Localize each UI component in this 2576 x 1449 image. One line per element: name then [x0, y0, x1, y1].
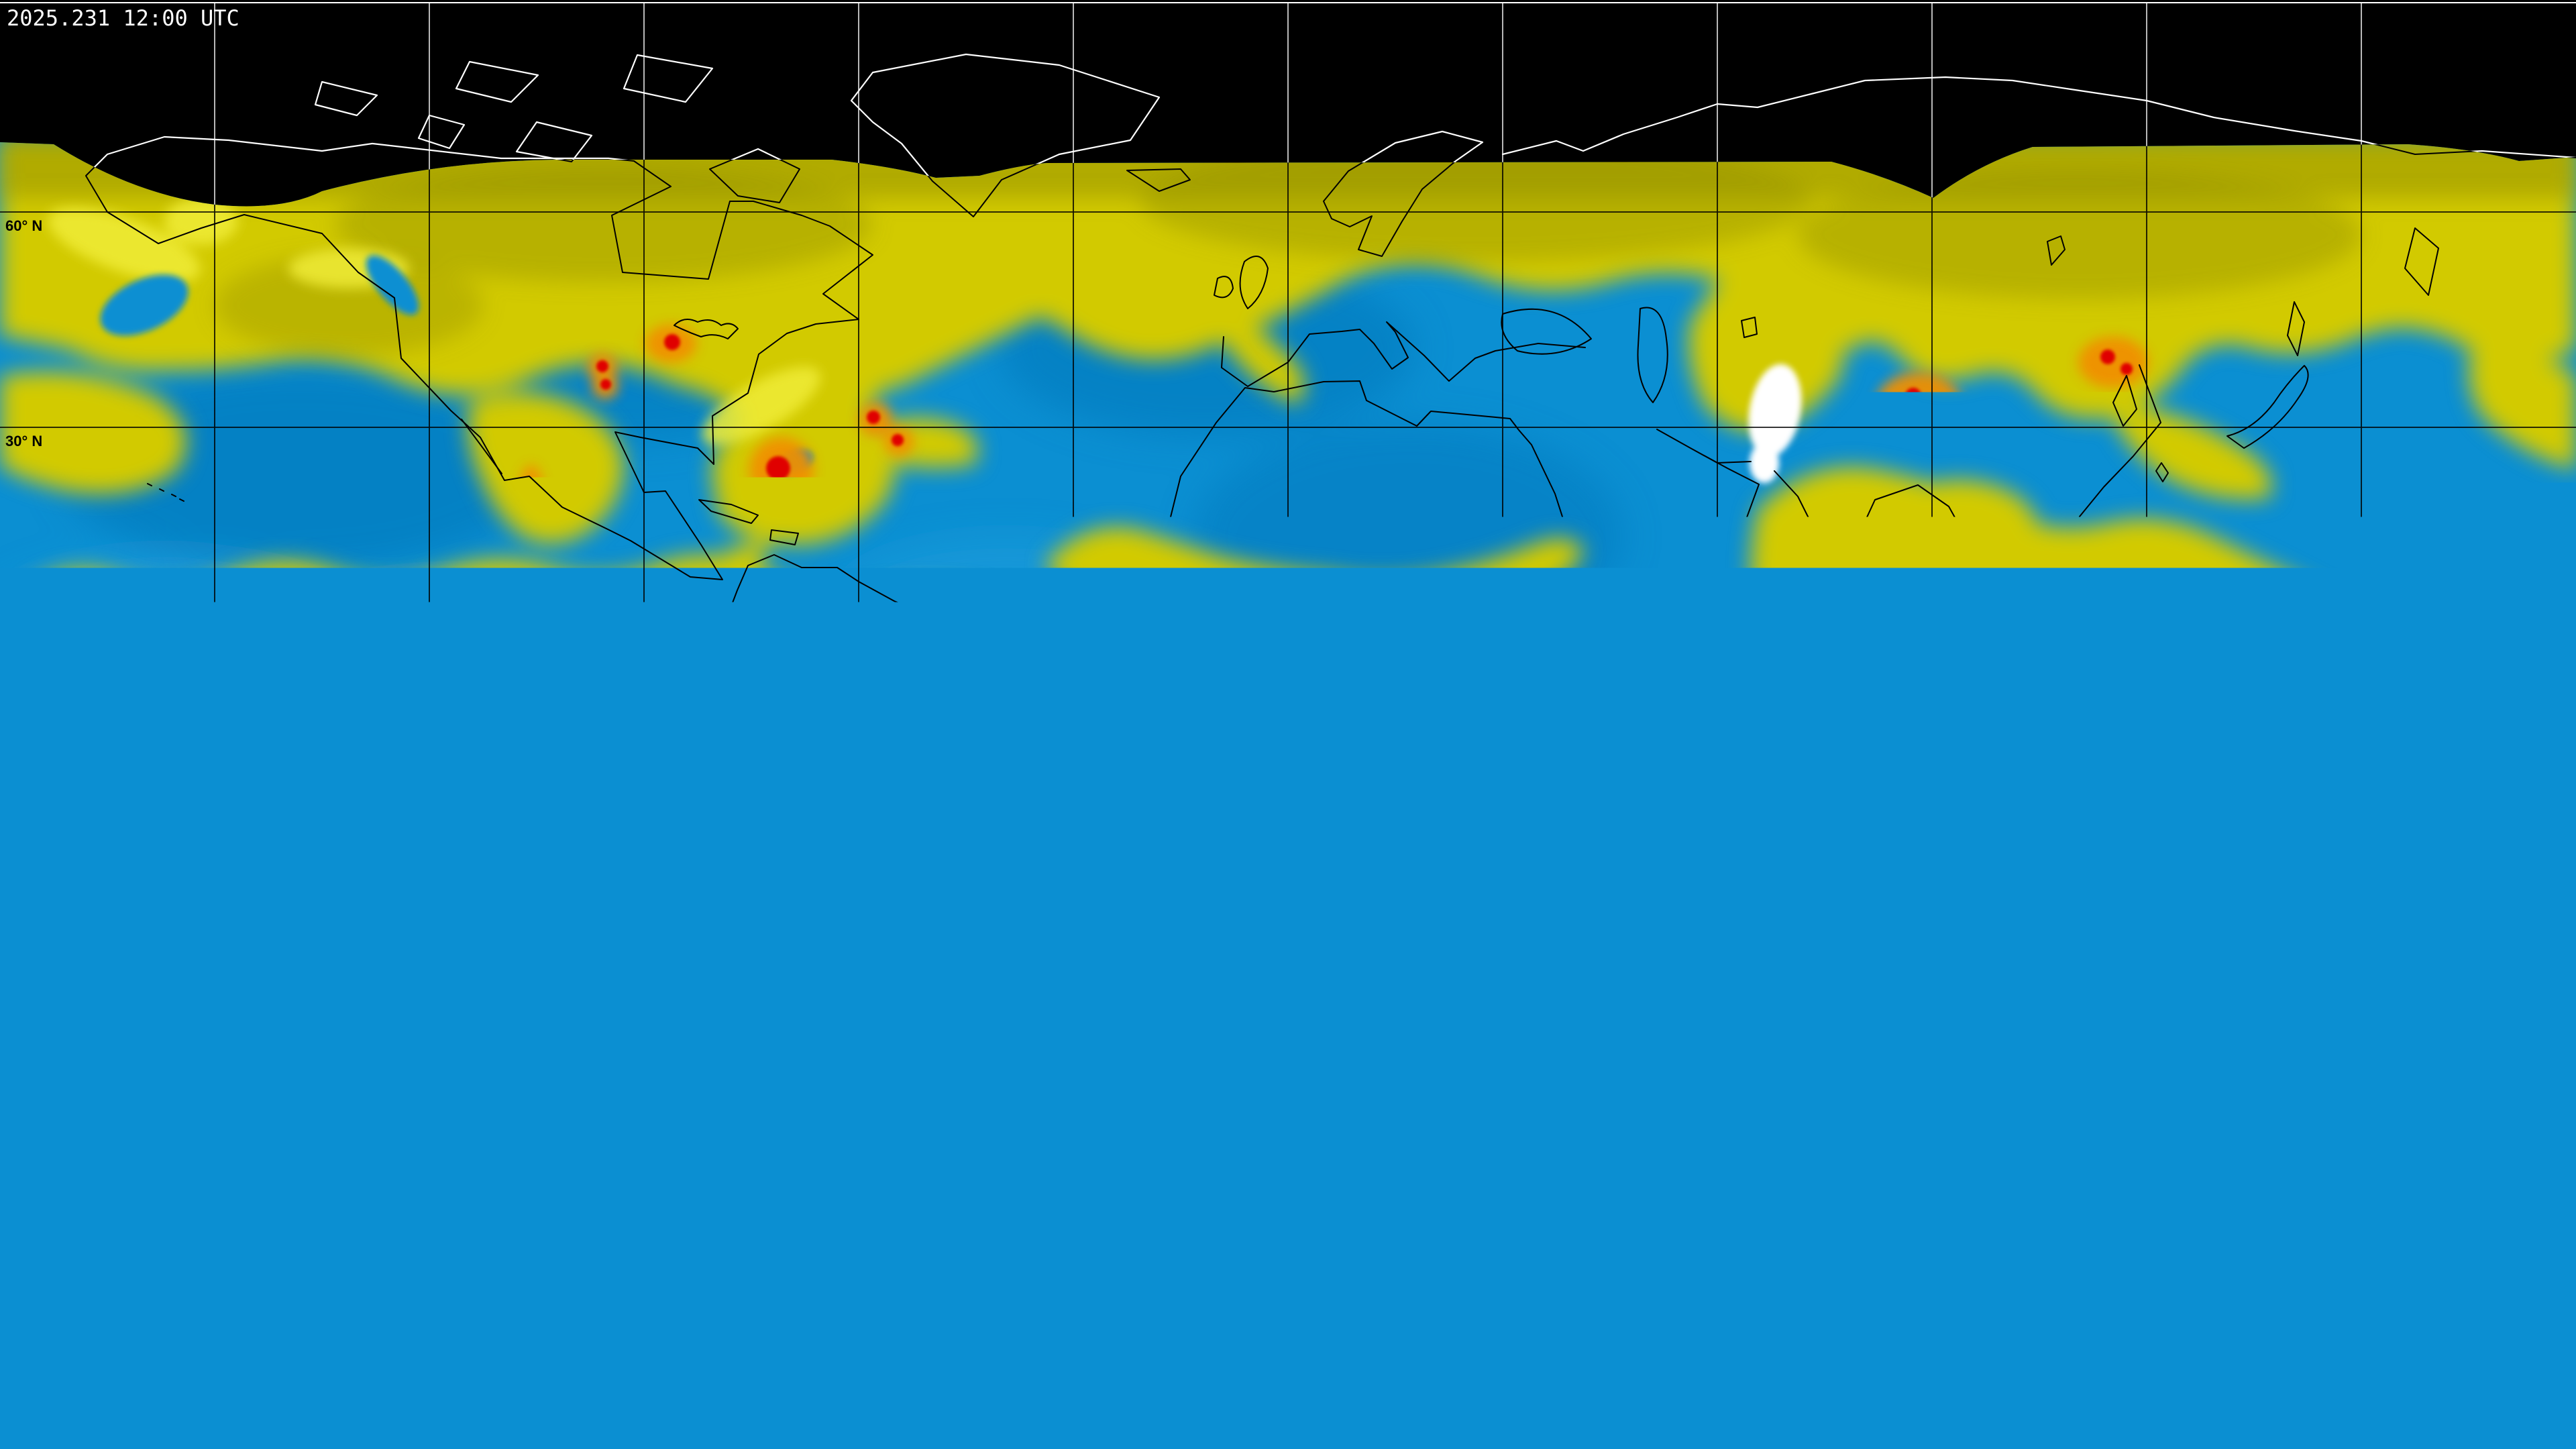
lat-label-30s: 30° S: [5, 863, 42, 880]
wv-satellite-composite: 60° N 30° N 0° N 30° S 60° S 2025.231 12…: [0, 0, 2576, 1449]
tick-label: 230: [1136, 1345, 1177, 1372]
tick-label: 270: [1487, 1345, 1528, 1372]
tick-label: 220: [1049, 1345, 1089, 1372]
tick-label: 240: [1224, 1345, 1265, 1372]
tick-label: 180: [697, 1345, 738, 1372]
tick-label: 290: [1663, 1345, 1704, 1372]
cloud-field: [0, 0, 2576, 1288]
lat-label-60n: 60° N: [5, 217, 42, 234]
lat-label-30n: 30° N: [5, 433, 42, 449]
lat-label-0n: 0° N: [5, 648, 34, 665]
colorbar-caption: Brightness Temperature in 6.75um, Kelvin: [998, 1382, 1580, 1409]
tick-label: 280: [1575, 1345, 1616, 1372]
colorbar-gradient: [718, 1303, 1860, 1330]
tick-label: 260: [1399, 1345, 1440, 1372]
tick-label: 190: [785, 1345, 826, 1372]
tick-label: 200: [873, 1345, 914, 1372]
tick-label: 210: [961, 1345, 1002, 1372]
tick-label: 310: [1839, 1345, 1880, 1372]
timestamp: 2025.231 12:00 UTC: [7, 5, 239, 31]
lat-label-60s: 60° S: [5, 1079, 42, 1095]
tick-label: 250: [1311, 1345, 1352, 1372]
tick-label: 300: [1751, 1345, 1792, 1372]
